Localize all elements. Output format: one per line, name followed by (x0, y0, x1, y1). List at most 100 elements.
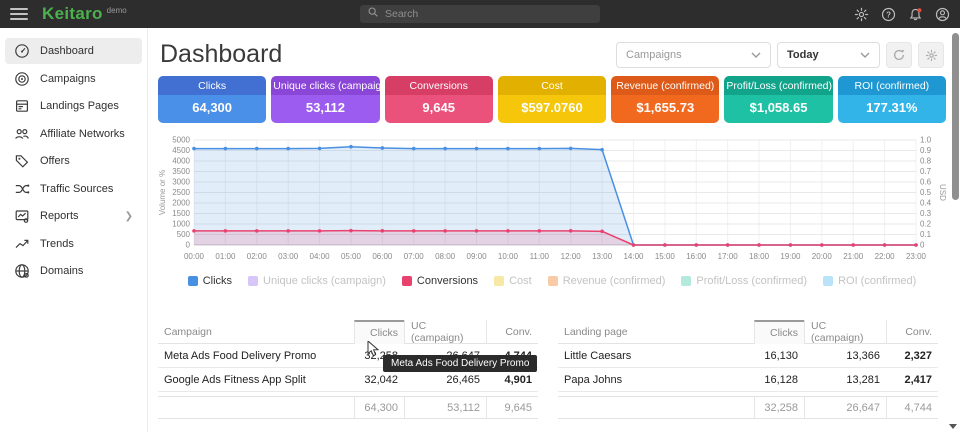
sidebar-item-traffic-sources[interactable]: Traffic Sources (5, 176, 142, 202)
stat-card-revenue-confirmed-[interactable]: Revenue (confirmed)$1,655.73 (611, 76, 719, 123)
campaigns-filter-select[interactable]: Campaigns (616, 42, 771, 68)
total-cell: 26,647 (804, 397, 886, 418)
legend-item-conversions[interactable]: Conversions (402, 275, 478, 287)
sidebar-item-offers[interactable]: Offers (5, 148, 142, 174)
stat-card-value: 9,645 (385, 95, 493, 123)
scrollbar-thumb[interactable] (952, 33, 959, 200)
svg-text:17:00: 17:00 (718, 252, 739, 261)
svg-text:0: 0 (920, 241, 925, 250)
stat-card-label: Conversions (385, 76, 493, 95)
svg-text:02:00: 02:00 (247, 252, 268, 261)
stat-card-profit-loss-confirmed-[interactable]: Profit/Loss (confirmed)$1,058.65 (724, 76, 832, 123)
legend-item-revenue-confirmed-[interactable]: Revenue (confirmed) (548, 275, 666, 287)
trend-icon (14, 236, 30, 252)
cell: 16,130 (754, 344, 804, 367)
landing-row[interactable]: Papa Johns16,12813,2812,417 (558, 368, 938, 392)
svg-text:07:00: 07:00 (404, 252, 425, 261)
sidebar-item-affiliate-networks[interactable]: Affiliate Networks (5, 121, 142, 147)
svg-text:03:00: 03:00 (278, 252, 299, 261)
svg-text:0.3: 0.3 (920, 209, 932, 218)
menu-toggle-icon[interactable] (10, 8, 28, 20)
header-controls: Campaigns Today (616, 42, 944, 68)
legend-swatch (823, 276, 833, 286)
table-header-row: Landing pageClicksUC (campaign)Conv. (558, 320, 938, 344)
scroll-down-icon[interactable] (949, 424, 957, 429)
stat-card-conversions[interactable]: Conversions9,645 (385, 76, 493, 123)
svg-text:3500: 3500 (172, 167, 190, 176)
stat-card-value: $597.0760 (498, 95, 606, 123)
chart-legend: Clicks Unique clicks (campaign) Conversion… (158, 275, 946, 287)
sidebar-item-landings-pages[interactable]: Landings Pages (5, 93, 142, 119)
svg-text:01:00: 01:00 (215, 252, 236, 261)
column-header-conv-[interactable]: Conv. (486, 320, 538, 344)
total-cell: 9,645 (486, 397, 538, 418)
column-header-uc-campaign-[interactable]: UC (campaign) (404, 320, 486, 344)
legend-item-profit-loss-confirmed-[interactable]: Profit/Loss (confirmed) (681, 275, 807, 287)
notifications-bell-icon[interactable] (907, 6, 923, 22)
traffic-chart[interactable]: 0500100015002000250030003500400045005000… (158, 134, 946, 262)
svg-text:0.5: 0.5 (920, 188, 932, 197)
total-cell (558, 397, 754, 418)
cell: Google Ads Fitness App Split (158, 368, 354, 391)
svg-text:?: ? (886, 10, 891, 19)
sidebar-item-trends[interactable]: Trends (5, 231, 142, 257)
stat-card-roi-confirmed-[interactable]: ROI (confirmed)177.31% (838, 76, 946, 123)
legend-item-cost[interactable]: Cost (494, 275, 532, 287)
stat-card-cost[interactable]: Cost$597.0760 (498, 76, 606, 123)
column-header-conv-[interactable]: Conv. (886, 320, 938, 344)
column-header-landing-page[interactable]: Landing page (558, 320, 754, 344)
stat-card-unique-clicks-campaign-[interactable]: Unique clicks (campaign)53,112 (271, 76, 379, 123)
settings-gear-icon[interactable] (853, 6, 869, 22)
help-icon[interactable]: ? (880, 6, 896, 22)
legend-swatch (548, 276, 558, 286)
row-tooltip: Meta Ads Food Delivery Promo (383, 355, 537, 372)
app-logo[interactable]: Keitaro (42, 4, 103, 24)
stat-card-value: $1,058.65 (724, 95, 832, 123)
dashboard-settings-button[interactable] (918, 42, 944, 68)
legend-item-unique-clicks-campaign-[interactable]: Unique clicks (campaign) (248, 275, 386, 287)
global-search[interactable] (360, 5, 600, 23)
cell: 2,417 (886, 368, 938, 391)
legend-label: Cost (509, 275, 532, 287)
refresh-button[interactable] (886, 42, 912, 68)
svg-text:500: 500 (177, 230, 191, 239)
sidebar-item-domains[interactable]: Domains (5, 258, 142, 284)
svg-text:2500: 2500 (172, 188, 190, 197)
sidebar-item-reports[interactable]: Reports❯ (5, 203, 142, 229)
sidebar-item-campaigns[interactable]: Campaigns (5, 66, 142, 92)
sidebar-item-label: Affiliate Networks (40, 128, 133, 140)
legend-swatch (188, 276, 198, 286)
date-range-select[interactable]: Today (777, 42, 880, 68)
total-cell: 32,258 (754, 397, 804, 418)
total-cell: 64,300 (354, 397, 404, 418)
stat-card-clicks[interactable]: Clicks64,300 (158, 76, 266, 123)
sidebar-item-label: Domains (40, 265, 133, 277)
svg-text:22:00: 22:00 (875, 252, 896, 261)
user-avatar-icon[interactable] (934, 6, 950, 22)
svg-text:05:00: 05:00 (341, 252, 362, 261)
legend-label: Conversions (417, 275, 478, 287)
users-icon (14, 126, 30, 142)
svg-text:11:00: 11:00 (530, 252, 550, 261)
total-cell: 4,744 (886, 397, 938, 418)
legend-label: Revenue (confirmed) (563, 275, 666, 287)
cell: Little Caesars (558, 344, 754, 367)
sidebar-item-label: Trends (40, 238, 133, 250)
column-header-campaign[interactable]: Campaign (158, 320, 354, 344)
column-header-clicks[interactable]: Clicks (754, 320, 804, 344)
legend-item-roi-confirmed-[interactable]: ROI (confirmed) (823, 275, 916, 287)
legend-item-clicks[interactable]: Clicks (188, 275, 232, 287)
landing-row[interactable]: Little Caesars16,13013,3662,327 (558, 344, 938, 368)
column-header-uc-campaign-[interactable]: UC (campaign) (804, 320, 886, 344)
sidebar-item-label: Landings Pages (40, 100, 133, 112)
stat-card-label: Profit/Loss (confirmed) (724, 76, 832, 95)
sidebar-item-label: Traffic Sources (40, 183, 133, 195)
legend-label: Clicks (203, 275, 232, 287)
svg-text:0.4: 0.4 (920, 199, 932, 208)
chevron-down-icon (751, 52, 761, 58)
stat-card-label: Unique clicks (campaign) (271, 76, 379, 95)
svg-text:10:00: 10:00 (498, 252, 519, 261)
search-input[interactable] (385, 8, 593, 20)
table-totals-row: 64,30053,1129,645 (158, 396, 538, 419)
sidebar-item-dashboard[interactable]: Dashboard (5, 38, 142, 64)
